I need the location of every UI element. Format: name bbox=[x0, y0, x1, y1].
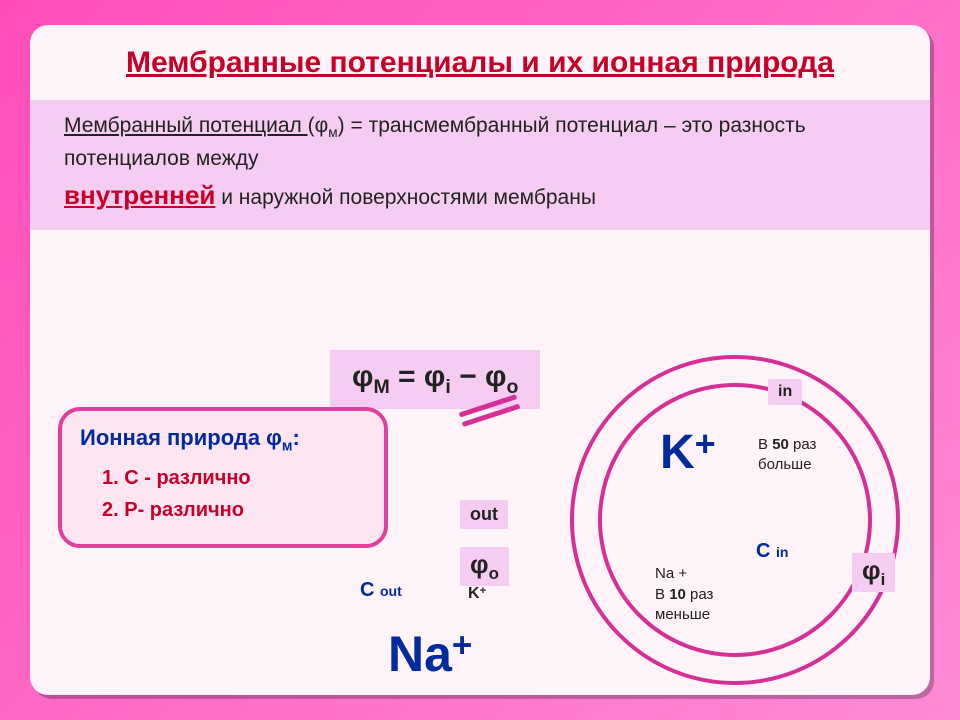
na-plus-big: Na+ bbox=[388, 625, 472, 683]
c-in-label: C in bbox=[756, 540, 788, 563]
ion-item-1: 1. С - различно bbox=[102, 462, 366, 494]
cell-diagram: in K+ В 50 раз больше C in φi Na + В 10 … bbox=[570, 355, 900, 685]
ion-heading-post: : bbox=[292, 425, 299, 450]
def-phi-open: (φ bbox=[308, 114, 329, 137]
ion-nature-box: Ионная природа φм: 1. С - различно 2. Р-… bbox=[58, 407, 388, 548]
phi-o-badge: φo bbox=[460, 547, 509, 586]
membrane-inner-circle bbox=[598, 383, 872, 657]
na-note-l1: В 10 раз bbox=[655, 586, 713, 603]
k-note-l1: В 50 раз bbox=[758, 436, 816, 453]
na-note: В 10 раз меньше bbox=[655, 585, 713, 626]
na-note-l2: меньше bbox=[655, 606, 710, 623]
k-note: В 50 раз больше bbox=[758, 435, 816, 476]
slide-card: Мембранные потенциалы и их ионная природ… bbox=[30, 25, 930, 695]
title-block: Мембранные потенциалы и их ионная природ… bbox=[30, 25, 930, 92]
def-inner-word: внутренней bbox=[64, 180, 215, 210]
na-plus-small: Na + bbox=[655, 565, 687, 582]
phi-i-badge: φi bbox=[852, 553, 895, 592]
title-text: Мембранные потенциалы и их ионная природ… bbox=[126, 46, 834, 79]
badge-in: in bbox=[768, 379, 802, 405]
definition-box: Мембранный потенциал (φм) = трансмембран… bbox=[30, 100, 930, 230]
ion-heading-sub: м bbox=[282, 438, 293, 454]
badge-out: out bbox=[460, 500, 508, 529]
k-note-l2: больше bbox=[758, 456, 812, 473]
ion-heading: Ионная природа φм: bbox=[80, 425, 366, 454]
def-phi-close: ) = bbox=[338, 114, 369, 137]
k-plus-small: K+ bbox=[468, 585, 486, 603]
ion-heading-pre: Ионная природа φ bbox=[80, 425, 282, 450]
def-phi-sub: м bbox=[328, 125, 337, 140]
c-out-label: C out bbox=[360, 579, 402, 602]
k-plus-label: K+ bbox=[660, 423, 716, 480]
def-tail: и наружной поверхностями мембраны bbox=[215, 186, 596, 209]
def-lead: Мембранный потенциал bbox=[64, 114, 308, 137]
formula-text: φM = φi − φo bbox=[352, 360, 518, 393]
ion-item-2: 2. Р- различно bbox=[102, 494, 366, 526]
